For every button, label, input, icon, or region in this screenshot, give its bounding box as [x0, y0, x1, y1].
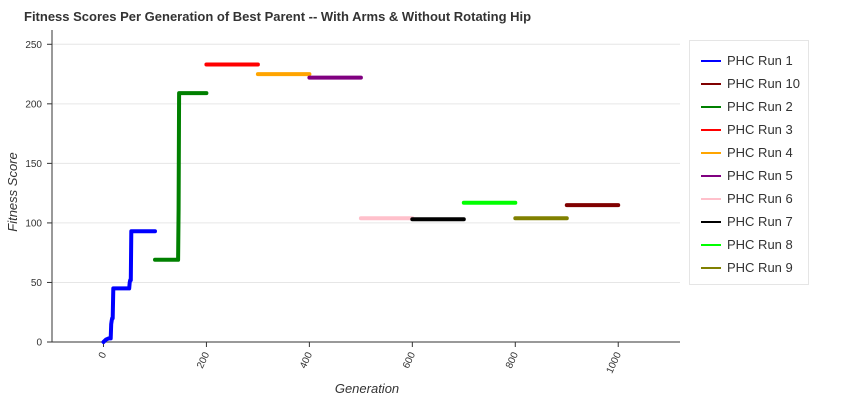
- legend-item-phc-run-1[interactable]: PHC Run 1: [701, 49, 808, 72]
- y-tick-label: 250: [25, 40, 42, 51]
- legend-label: PHC Run 7: [727, 214, 793, 229]
- legend-item-phc-run-5[interactable]: PHC Run 5: [701, 164, 808, 187]
- legend-swatch: [701, 82, 721, 85]
- y-tick-label: 50: [31, 278, 43, 289]
- legend-label: PHC Run 8: [727, 237, 793, 252]
- legend-item-phc-run-2[interactable]: PHC Run 2: [701, 95, 808, 118]
- legend-item-phc-run-9[interactable]: PHC Run 9: [701, 256, 808, 279]
- y-tick-label: 150: [25, 159, 42, 170]
- legend-swatch: [701, 220, 721, 223]
- x-tick-label: 1000: [605, 350, 625, 375]
- legend-label: PHC Run 6: [727, 191, 793, 206]
- legend-label: PHC Run 9: [727, 260, 793, 275]
- legend-swatch: [701, 128, 721, 131]
- series-trace-phc-run-2: [155, 92, 207, 261]
- legend-swatch: [701, 151, 721, 154]
- legend-label: PHC Run 3: [727, 122, 793, 137]
- legend-swatch: [701, 59, 721, 62]
- legend-label: PHC Run 2: [727, 99, 793, 114]
- legend-swatch: [701, 197, 721, 200]
- x-axis-label: Generation: [335, 381, 399, 396]
- x-tick-label: 400: [298, 350, 315, 370]
- legend-item-phc-run-6[interactable]: PHC Run 6: [701, 187, 808, 210]
- legend-label: PHC Run 10: [727, 76, 800, 91]
- x-tick-label: 800: [504, 350, 521, 370]
- chart-title: Fitness Scores Per Generation of Best Pa…: [24, 9, 532, 24]
- legend: PHC Run 1 PHC Run 10 PHC Run 2 PHC Run 3 PHC…: [689, 40, 809, 285]
- legend-label: PHC Run 1: [727, 53, 793, 68]
- x-tick-label: 600: [401, 350, 418, 370]
- axis-layer: 0 50 100 150 200 250 0 200 400 600 800 1000: [25, 30, 680, 375]
- legend-swatch: [701, 266, 721, 269]
- legend-item-phc-run-7[interactable]: PHC Run 7: [701, 210, 808, 233]
- legend-swatch: [701, 105, 721, 108]
- series-trace-phc-run-1: [102, 230, 155, 343]
- legend-item-phc-run-3[interactable]: PHC Run 3: [701, 118, 808, 141]
- x-tick-label: 0: [97, 350, 110, 360]
- series-layer: [101, 62, 621, 344]
- y-axis-label: Fitness Score: [5, 152, 20, 231]
- grid-layer: [52, 43, 680, 283]
- legend-label: PHC Run 4: [727, 145, 793, 160]
- legend-item-phc-run-8[interactable]: PHC Run 8: [701, 233, 808, 256]
- x-tick-label: 200: [195, 350, 212, 370]
- legend-item-phc-run-4[interactable]: PHC Run 4: [701, 141, 808, 164]
- y-tick-label: 200: [25, 99, 42, 110]
- y-tick-label: 0: [36, 338, 42, 349]
- y-tick-label: 100: [25, 218, 42, 229]
- legend-swatch: [701, 243, 721, 246]
- legend-swatch: [701, 174, 721, 177]
- series-line-phc-run-2: [153, 91, 209, 262]
- legend-item-phc-run-10[interactable]: PHC Run 10: [701, 72, 808, 95]
- legend-label: PHC Run 5: [727, 168, 793, 183]
